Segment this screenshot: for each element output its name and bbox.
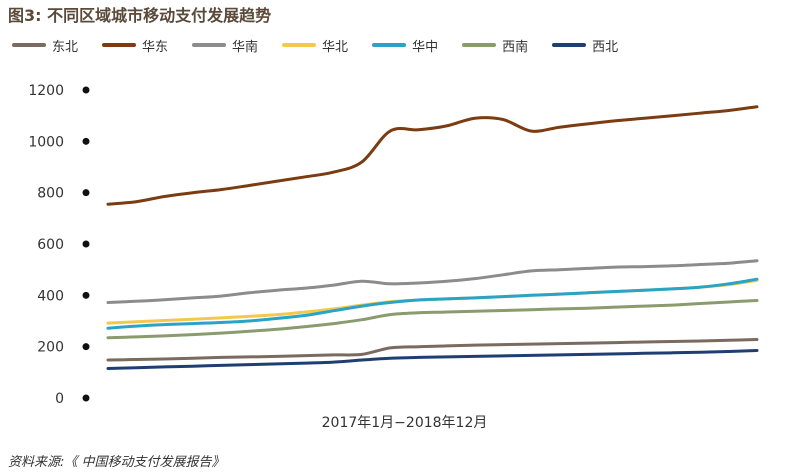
x-axis-label: 2017年1月−2018年12月 — [322, 415, 488, 431]
legend-label-6: 西北 — [592, 39, 619, 55]
series-line-3 — [106, 278, 759, 325]
legend-label-3: 华北 — [322, 39, 349, 55]
legend-label-5: 西南 — [502, 39, 529, 55]
legend-label-0: 东北 — [52, 39, 79, 55]
legend-item-1: 华东 — [102, 36, 168, 55]
legend-swatch-1 — [102, 43, 137, 47]
y-tick-dot-200 — [82, 343, 90, 351]
y-tick-dot-400 — [82, 291, 90, 299]
legend-swatch-4 — [372, 43, 407, 47]
legend-item-0: 东北 — [12, 36, 78, 55]
series-line-4 — [106, 277, 759, 330]
series-line-2 — [106, 259, 759, 304]
series-line-5 — [106, 299, 759, 340]
legend-swatch-3 — [282, 43, 317, 47]
series-line-6 — [106, 349, 759, 370]
source-note: 资料来源:《 中国移动支付发展报告》 — [8, 455, 225, 470]
legend-item-6: 西北 — [552, 36, 618, 55]
y-tick-label-400: 400 — [37, 288, 64, 304]
legend-label-2: 华南 — [232, 39, 259, 55]
series-line-0 — [106, 338, 759, 362]
chart-legend: 东北 华东 华南 华北 华中 西南 西北 — [12, 32, 642, 58]
legend-swatch-6 — [552, 43, 587, 47]
legend-item-3: 华北 — [282, 36, 348, 55]
y-tick-label-600: 600 — [37, 237, 64, 253]
y-tick-label-0: 0 — [55, 391, 64, 407]
legend-item-4: 华中 — [372, 36, 438, 55]
legend-label-1: 华东 — [142, 39, 169, 55]
series-line-1 — [106, 105, 759, 206]
legend-swatch-5 — [462, 43, 497, 47]
y-tick-label-1000: 1000 — [28, 134, 64, 150]
legend-item-2: 华南 — [192, 36, 258, 55]
y-tick-label-800: 800 — [37, 186, 64, 202]
y-tick-dot-800 — [82, 189, 90, 197]
chart-title: 图3: 不同区域城市移动支付发展趋势 — [8, 6, 272, 25]
legend-item-5: 西南 — [462, 36, 528, 55]
y-tick-label-200: 200 — [37, 340, 64, 356]
legend-label-4: 华中 — [412, 39, 439, 55]
y-tick-dot-1000 — [82, 137, 90, 145]
y-tick-dot-1200 — [82, 86, 90, 94]
legend-swatch-2 — [192, 43, 227, 47]
y-tick-label-1200: 1200 — [28, 83, 64, 99]
y-tick-dot-0 — [82, 394, 90, 402]
legend-swatch-0 — [12, 43, 46, 47]
y-tick-dot-600 — [82, 240, 90, 248]
